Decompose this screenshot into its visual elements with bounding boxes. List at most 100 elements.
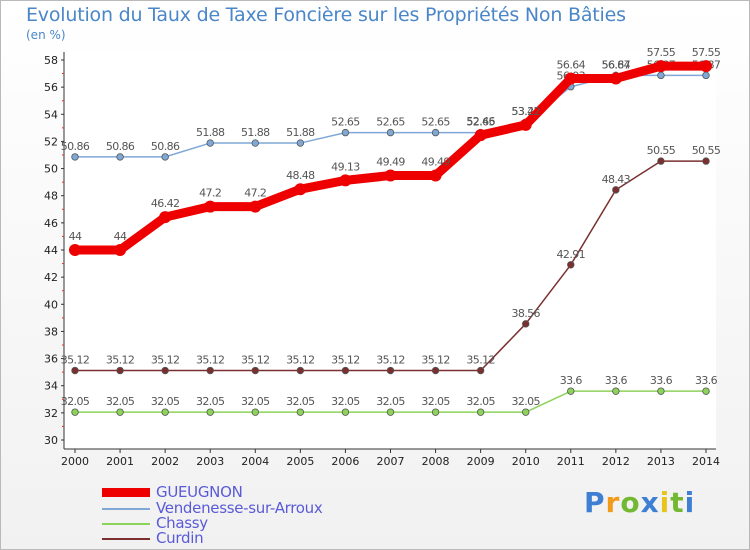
data-label-gueugnon: 49.13 (331, 160, 360, 173)
data-label-vendenesse-sur-arroux: 52.65 (421, 116, 450, 129)
x-tick-label: 2003 (196, 455, 224, 468)
x-tick-label: 2001 (106, 455, 134, 468)
data-label-curdin: 35.12 (106, 354, 135, 367)
data-label-curdin: 50.55 (647, 144, 676, 157)
data-point-curdin (386, 366, 395, 375)
data-point-chassy (386, 408, 395, 416)
data-label-curdin: 38.56 (511, 307, 540, 320)
data-point-vendenesse-sur-arroux (386, 128, 395, 137)
data-label-gueugnon: 46.42 (151, 197, 180, 210)
data-label-gueugnon: 56.64 (602, 58, 631, 71)
data-label-curdin: 35.12 (331, 354, 360, 367)
logo-letter: i (659, 486, 671, 519)
data-label-curdin: 50.55 (692, 144, 721, 157)
data-point-chassy (522, 408, 530, 416)
data-point-chassy (612, 387, 620, 395)
y-tick-label: 54 (44, 108, 58, 121)
data-label-vendenesse-sur-arroux: 51.88 (286, 126, 315, 139)
data-point-curdin (251, 366, 259, 375)
y-axis-unit-label: (en %) (26, 28, 66, 42)
data-point-chassy (206, 408, 214, 416)
data-point-chassy (476, 408, 485, 416)
y-tick-label: 36 (44, 353, 58, 366)
data-label-curdin: 35.12 (286, 354, 315, 367)
data-label-chassy: 32.05 (286, 395, 315, 408)
data-point-gueugnon (519, 118, 532, 131)
data-point-chassy (567, 387, 575, 395)
data-point-vendenesse-sur-arroux (161, 153, 169, 161)
data-label-vendenesse-sur-arroux: 51.88 (241, 126, 270, 139)
data-point-gueugnon (69, 244, 81, 256)
legend-label-vendenesse: Vendenesse-sur-Arroux (156, 499, 323, 517)
legend-swatch-gueugnon (102, 488, 150, 497)
y-tick-label: 48 (44, 190, 58, 203)
data-point-chassy (71, 408, 79, 416)
y-tick-label: 40 (44, 298, 58, 311)
data-point-curdin (71, 366, 79, 375)
data-label-chassy: 32.05 (376, 395, 405, 408)
x-tick-label: 2005 (286, 455, 314, 468)
x-tick-label: 2004 (241, 455, 269, 468)
data-point-chassy (431, 408, 440, 416)
data-point-chassy (341, 408, 350, 416)
y-tick-label: 38 (44, 325, 58, 338)
data-point-gueugnon (204, 200, 217, 213)
data-point-vendenesse-sur-arroux (702, 71, 710, 80)
data-label-gueugnon: 48.48 (286, 169, 315, 182)
data-point-curdin (341, 366, 350, 375)
data-label-chassy: 32.05 (511, 395, 540, 408)
data-label-vendenesse-sur-arroux: 56.87 (602, 58, 631, 71)
data-label-curdin: 35.12 (241, 354, 270, 367)
data-label-gueugnon: 47.2 (199, 187, 221, 200)
x-tick-label: 2007 (377, 455, 405, 468)
y-tick-label: 58 (44, 54, 58, 67)
y-tick-label: 52 (44, 135, 58, 148)
data-label-curdin: 48.43 (602, 173, 631, 186)
logo-letter: t (670, 486, 685, 519)
data-point-curdin (206, 366, 214, 375)
data-label-curdin: 35.12 (376, 354, 405, 367)
data-label-vendenesse-sur-arroux: 52.65 (466, 116, 495, 129)
logo-letter: r (605, 486, 621, 519)
data-point-chassy (296, 408, 305, 416)
data-label-gueugnon: 56.64 (557, 58, 586, 71)
y-tick-label: 50 (44, 163, 58, 176)
y-tick-label: 32 (44, 407, 58, 420)
data-point-chassy (161, 408, 169, 416)
y-tick-label: 42 (44, 271, 58, 284)
data-point-gueugnon (249, 200, 262, 213)
data-point-gueugnon (339, 174, 352, 187)
data-point-gueugnon (159, 211, 172, 224)
data-label-gueugnon: 44 (114, 230, 127, 243)
data-label-curdin: 35.12 (61, 354, 90, 367)
data-label-gueugnon: 44 (69, 230, 82, 243)
y-tick-label: 46 (44, 217, 58, 230)
data-point-curdin (522, 320, 530, 328)
data-label-vendenesse-sur-arroux: 50.86 (106, 140, 135, 153)
data-point-curdin (296, 366, 305, 375)
x-tick-label: 2009 (467, 455, 495, 468)
data-label-gueugnon: 57.55 (647, 46, 676, 59)
logo-letter: P (584, 486, 606, 519)
data-label-vendenesse-sur-arroux: 50.86 (61, 140, 90, 153)
data-label-curdin: 35.12 (196, 354, 225, 367)
data-point-curdin (567, 261, 575, 269)
x-tick-label: 2014 (692, 455, 720, 468)
data-label-chassy: 32.05 (61, 395, 90, 408)
chart-title: Evolution du Taux de Taxe Foncière sur l… (26, 4, 626, 26)
x-tick-label: 2010 (512, 455, 540, 468)
data-label-gueugnon: 57.55 (692, 46, 721, 59)
data-point-chassy (657, 387, 665, 395)
legend-swatch-vendenesse (102, 508, 150, 510)
data-label-vendenesse-sur-arroux: 52.65 (376, 116, 405, 129)
logo-letter: i (684, 486, 696, 519)
data-label-curdin: 35.12 (151, 354, 180, 367)
y-tick-label: 34 (44, 380, 58, 393)
data-label-curdin: 42.91 (557, 248, 586, 261)
data-point-curdin (476, 366, 485, 375)
data-label-chassy: 32.05 (466, 395, 495, 408)
data-point-gueugnon (609, 72, 622, 85)
data-label-chassy: 33.6 (650, 374, 673, 387)
x-tick-label: 2011 (557, 455, 585, 468)
data-point-gueugnon (654, 60, 667, 73)
